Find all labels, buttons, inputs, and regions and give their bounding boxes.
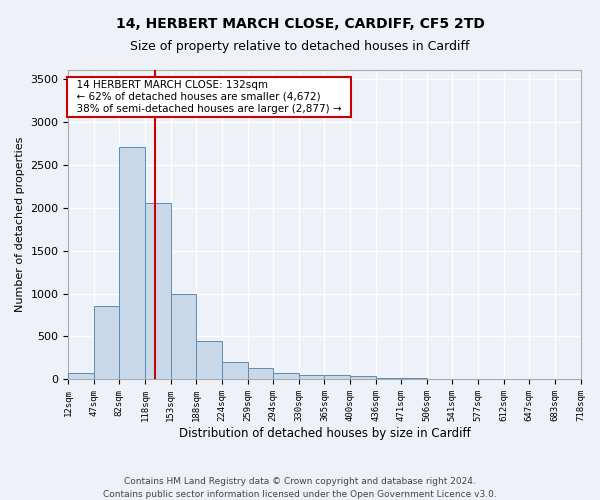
Bar (452, 379, 478, 380)
Bar (325, 375, 350, 380)
Bar (145, 203, 170, 380)
Bar (401, 378, 427, 380)
Text: 14, HERBERT MARCH CLOSE, CARDIFF, CF5 2TD: 14, HERBERT MARCH CLOSE, CARDIFF, CF5 2T… (116, 18, 484, 32)
Text: Contains public sector information licensed under the Open Government Licence v3: Contains public sector information licen… (103, 490, 497, 499)
Bar (376, 378, 401, 380)
Bar (273, 372, 299, 380)
Bar (68, 373, 94, 380)
Bar (94, 306, 119, 380)
Text: Size of property relative to detached houses in Cardiff: Size of property relative to detached ho… (130, 40, 470, 53)
Bar (170, 294, 196, 380)
Text: Contains HM Land Registry data © Crown copyright and database right 2024.: Contains HM Land Registry data © Crown c… (124, 478, 476, 486)
X-axis label: Distribution of detached houses by size in Cardiff: Distribution of detached houses by size … (179, 427, 470, 440)
Text: 14 HERBERT MARCH CLOSE: 132sqm
  ← 62% of detached houses are smaller (4,672)
  : 14 HERBERT MARCH CLOSE: 132sqm ← 62% of … (70, 80, 348, 114)
Y-axis label: Number of detached properties: Number of detached properties (15, 137, 25, 312)
Bar (119, 148, 145, 380)
Bar (248, 368, 273, 380)
Bar (350, 376, 376, 380)
Bar (222, 362, 248, 380)
Bar (196, 341, 222, 380)
Bar (299, 374, 325, 380)
Bar (427, 378, 452, 380)
